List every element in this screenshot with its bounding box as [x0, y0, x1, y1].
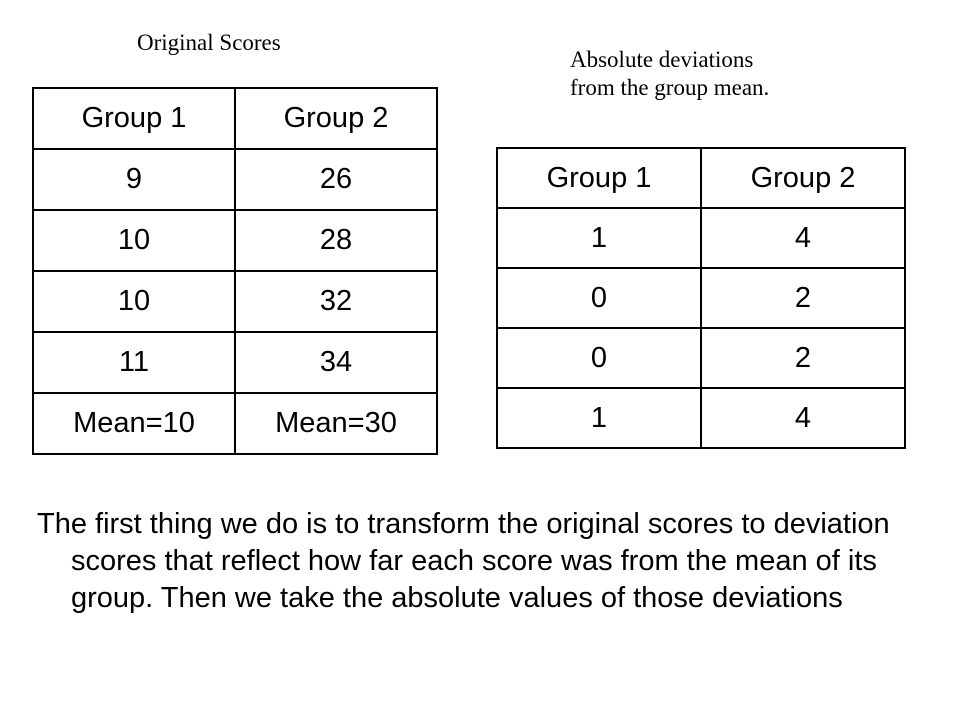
table-cell: 28 [234, 209, 438, 272]
table-cell: 11 [32, 331, 236, 394]
absolute-deviations-table: Group 1 Group 2 1 4 0 2 0 2 1 4 [496, 147, 906, 449]
header-group-2: Group 2 [234, 87, 438, 150]
table-cell: 2 [700, 267, 906, 329]
absolute-deviations-caption: Absolute deviations from the group mean. [570, 46, 870, 102]
table-header-row: Group 1 Group 2 [32, 87, 438, 150]
table-row: 11 34 [32, 331, 438, 394]
mean-row: Mean=10 Mean=30 [32, 392, 438, 455]
header-group-2: Group 2 [700, 147, 906, 209]
table-header-row: Group 1 Group 2 [496, 147, 906, 209]
table-cell: 32 [234, 270, 438, 333]
table-row: 1 4 [496, 207, 906, 269]
table-cell: 1 [496, 207, 702, 269]
table-row: 0 2 [496, 267, 906, 329]
absolute-caption-line-2: from the group mean. [570, 75, 770, 100]
table-cell: 0 [496, 267, 702, 329]
original-scores-table: Group 1 Group 2 9 26 10 28 10 32 11 34 M… [32, 87, 438, 455]
table-cell: 4 [700, 207, 906, 269]
original-scores-caption: Original Scores [137, 30, 281, 55]
header-group-1: Group 1 [496, 147, 702, 209]
table-row: 9 26 [32, 148, 438, 211]
mean-cell-group-1: Mean=10 [32, 392, 236, 455]
table-cell: 2 [700, 327, 906, 389]
mean-cell-group-2: Mean=30 [234, 392, 438, 455]
absolute-caption-line-1: Absolute deviations [570, 47, 754, 72]
header-group-1: Group 1 [32, 87, 236, 150]
table-row: 10 28 [32, 209, 438, 272]
table-row: 0 2 [496, 327, 906, 389]
table-cell: 26 [234, 148, 438, 211]
table-cell: 10 [32, 270, 236, 333]
explanation-text: The first thing we do is to transform th… [37, 508, 890, 614]
table-cell: 1 [496, 387, 702, 449]
table-cell: 9 [32, 148, 236, 211]
table-row: 1 4 [496, 387, 906, 449]
table-cell: 34 [234, 331, 438, 394]
table-cell: 10 [32, 209, 236, 272]
table-row: 10 32 [32, 270, 438, 333]
table-cell: 4 [700, 387, 906, 449]
table-cell: 0 [496, 327, 702, 389]
